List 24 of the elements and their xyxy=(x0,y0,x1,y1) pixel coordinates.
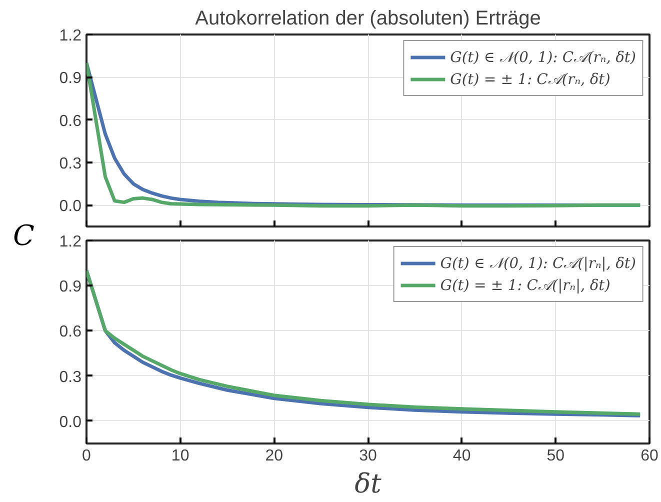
y-tick-label: 1.2 xyxy=(59,234,82,250)
x-tick-label: 60 xyxy=(640,448,658,464)
y-tick-label: 0.3 xyxy=(59,368,82,386)
x-tick-label: 10 xyxy=(171,448,190,464)
y-axis-title: C xyxy=(13,218,34,254)
y-tick-label: 0.9 xyxy=(59,70,82,88)
x-tick-label: 40 xyxy=(452,448,471,464)
legend-label: G(t) ∈ 𝒩(0, 1): C𝒜(rₙ, δt) xyxy=(450,48,636,66)
x-axis-title: δt xyxy=(354,468,382,500)
legend-label: G(t) = ± 1: C𝒜(rₙ, δt) xyxy=(450,70,610,88)
legend-label: G(t) = ± 1: C𝒜(|rₙ|, δt) xyxy=(440,276,610,294)
legend-label: G(t) ∈ 𝒩(0, 1): C𝒜(|rₙ|, δt) xyxy=(440,254,636,272)
y-tick-label: 0.6 xyxy=(59,112,82,130)
y-tick-label: 0.0 xyxy=(59,198,82,216)
y-tick-label: 0.3 xyxy=(59,156,82,172)
x-tick-label: 0 xyxy=(82,448,92,464)
y-tick-label: 0.6 xyxy=(59,324,82,341)
y-tick-label: 0.0 xyxy=(59,414,82,431)
y-tick-label: 0.9 xyxy=(59,278,82,296)
x-tick-label: 20 xyxy=(265,448,284,464)
x-tick-label: 50 xyxy=(546,448,565,464)
chart-title: Autokorrelation der (absoluten) Erträge xyxy=(195,8,541,30)
x-tick-label: 30 xyxy=(359,448,377,464)
y-tick-label: 1.2 xyxy=(59,28,82,44)
